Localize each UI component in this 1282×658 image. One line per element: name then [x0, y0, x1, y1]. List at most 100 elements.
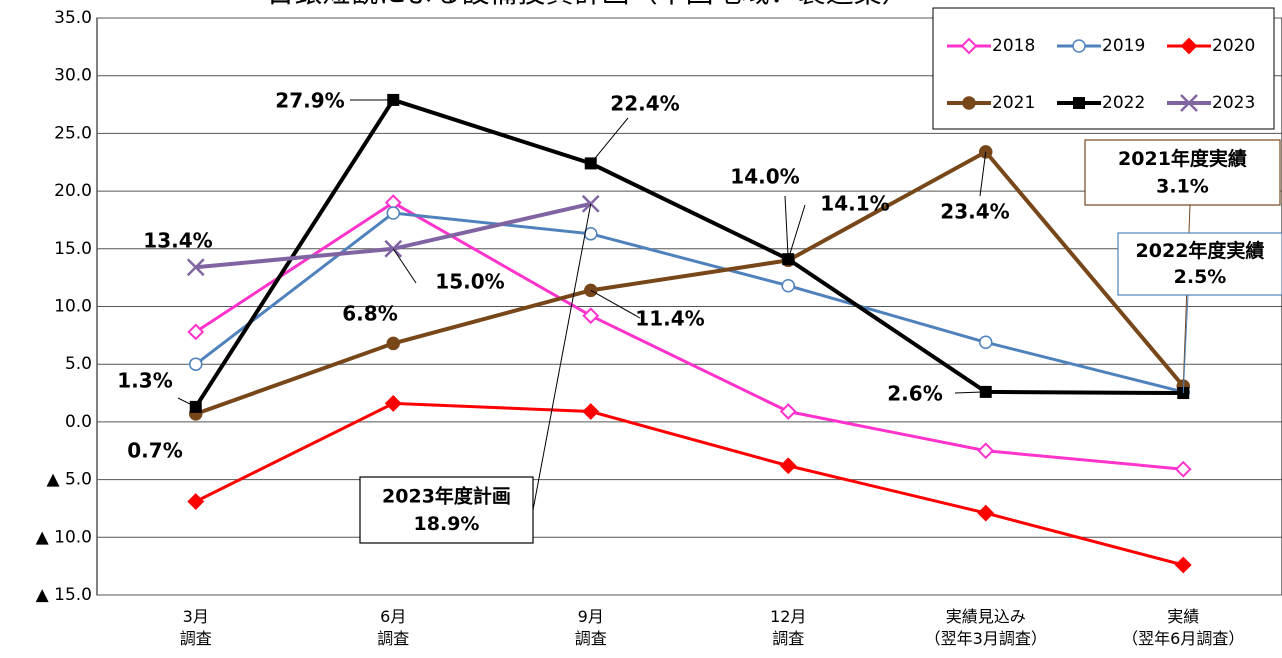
callout-box: [1117, 232, 1282, 296]
point: [779, 403, 797, 420]
data-label: 15.0%: [435, 270, 504, 294]
point: [582, 307, 600, 325]
point: [1180, 94, 1198, 112]
leader-line: [177, 397, 196, 408]
point: [384, 239, 403, 258]
point: [189, 357, 203, 371]
callout-box: [359, 476, 534, 544]
point: [960, 37, 978, 55]
legend-label: 2022: [1102, 93, 1145, 113]
data-label: 22.4%: [610, 92, 679, 116]
data-label: 1.3%: [117, 369, 172, 393]
leader-line: [532, 203, 592, 511]
point: [779, 457, 797, 475]
y-tick-label: 10.0: [54, 297, 92, 317]
data-label: 14.1%: [820, 192, 889, 216]
data-label: 14.0%: [730, 165, 799, 189]
marker: [979, 335, 993, 350]
legend-label: 2018: [992, 36, 1035, 56]
marker: [779, 457, 797, 475]
point: [187, 493, 205, 510]
leader-line: [392, 248, 417, 284]
point: [977, 504, 995, 522]
point: [781, 278, 795, 293]
y-tick-label: ▲ 5.0: [46, 470, 92, 490]
marker: [187, 493, 205, 510]
legend-box: [932, 7, 1275, 130]
marker: [1180, 37, 1198, 55]
data-label: 2.5%: [1174, 266, 1227, 288]
callout-title: 2023年度計画: [382, 484, 511, 507]
x-tick-label: 実績見込み （翌年3月調査）: [924, 607, 1047, 648]
marker: [960, 37, 978, 55]
y-tick-label: 20.0: [54, 181, 92, 201]
y-tick-label: 35.0: [54, 8, 92, 28]
callout-title: 2022年度実績: [1136, 239, 1265, 262]
marker: [582, 307, 600, 325]
marker: [189, 357, 203, 371]
marker: [1073, 97, 1085, 109]
callout-box: [1084, 139, 1281, 206]
marker: [1072, 39, 1086, 53]
legend-label: 2019: [1102, 36, 1145, 56]
series-line: [194, 211, 1184, 394]
series-line: [194, 97, 1184, 408]
point: [386, 206, 400, 220]
data-label: 27.9%: [275, 89, 344, 113]
point: [979, 335, 993, 350]
point: [1072, 39, 1086, 53]
y-tick-label: 5.0: [65, 354, 92, 374]
marker: [187, 323, 205, 341]
x-tick-label: 実績 （翌年6月調査）: [1122, 607, 1245, 648]
legend-label: 2021: [992, 93, 1035, 113]
y-tick-label: ▲ 10.0: [36, 527, 92, 547]
marker: [781, 278, 795, 293]
series-line: [194, 200, 1184, 471]
leader-line: [784, 195, 789, 261]
leader-line: [954, 391, 986, 394]
data-label: 3.1%: [1156, 175, 1209, 197]
point: [584, 227, 598, 241]
marker: [779, 403, 797, 420]
point: [1073, 97, 1085, 109]
x-tick-label: 3月 調査: [179, 607, 212, 648]
point: [186, 258, 205, 277]
y-tick-label: 0.0: [65, 412, 92, 432]
data-label: 23.4%: [940, 200, 1009, 224]
data-label: 13.4%: [143, 229, 212, 253]
marker: [186, 258, 205, 277]
point: [977, 442, 995, 460]
leader-line: [1182, 294, 1189, 394]
data-label: 2.6%: [887, 382, 942, 406]
point: [1180, 37, 1198, 55]
marker: [386, 206, 400, 220]
data-label: 0.7%: [127, 439, 182, 463]
chart-title: 日銀短観による設備投資計画（中国地域：製造業）: [266, 0, 909, 9]
series-line: [195, 401, 1184, 567]
point: [187, 323, 205, 341]
legend-label: 2020: [1212, 36, 1255, 56]
point: [582, 403, 600, 420]
marker: [386, 336, 400, 351]
leader-line: [590, 117, 629, 164]
marker: [1174, 460, 1192, 478]
x-tick-label: 9月 調査: [574, 607, 607, 648]
data-label: 18.9%: [414, 513, 480, 535]
data-label: 6.8%: [342, 302, 397, 326]
point: [384, 395, 402, 412]
marker: [582, 403, 600, 420]
marker: [962, 96, 976, 110]
marker: [384, 395, 402, 412]
point: [962, 96, 976, 110]
y-tick-label: 25.0: [54, 123, 92, 143]
y-tick-label: ▲ 15.0: [36, 585, 92, 605]
y-tick-label: 15.0: [54, 239, 92, 259]
marker: [384, 239, 403, 258]
callout-title: 2021年度実績: [1118, 147, 1247, 170]
point: [386, 336, 400, 351]
leader-line: [590, 289, 641, 319]
point: [1174, 460, 1192, 478]
leader-line: [787, 204, 806, 260]
